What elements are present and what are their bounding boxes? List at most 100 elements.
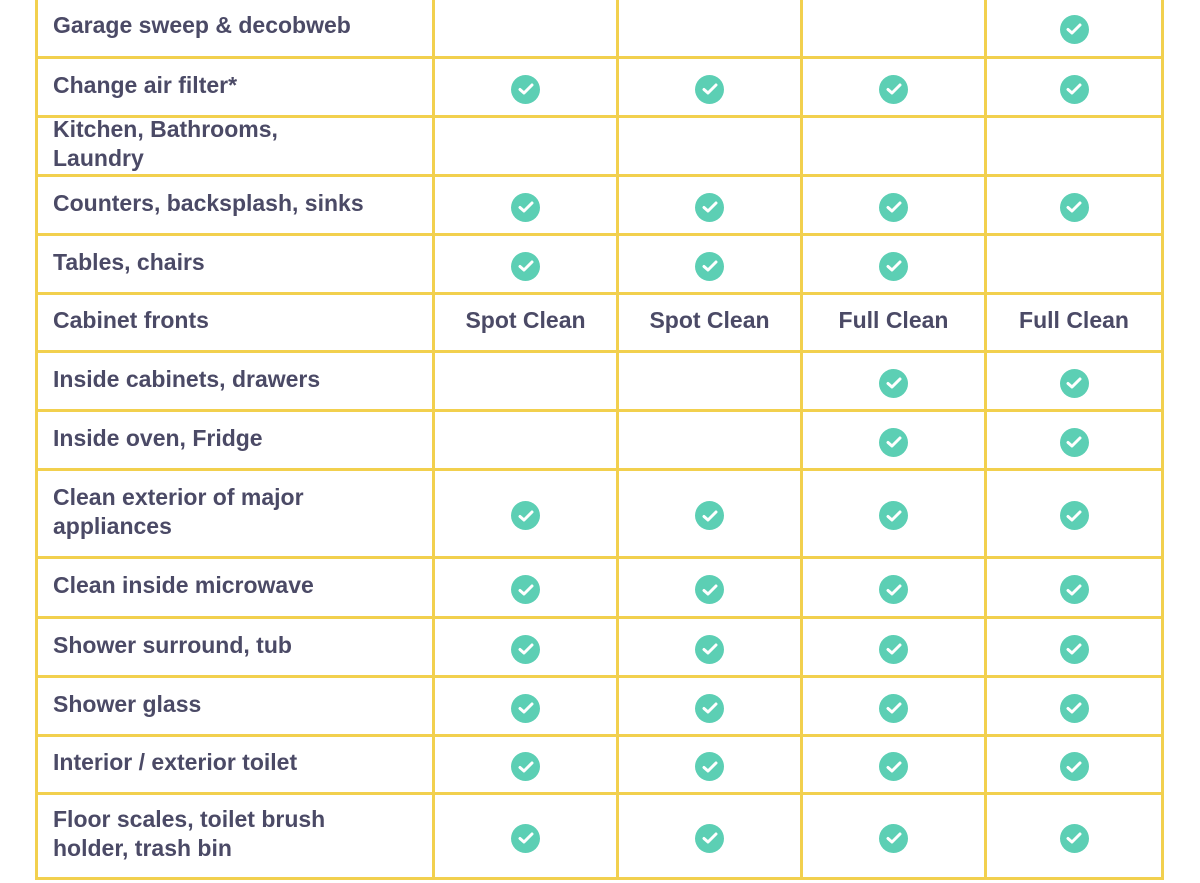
plan-cell: Spot Clean xyxy=(435,295,619,350)
plan-cell xyxy=(619,412,803,468)
task-label: Clean inside microwave xyxy=(38,559,435,616)
table-row: Clean inside microwave xyxy=(38,559,1161,619)
check-circle-icon xyxy=(695,192,724,222)
check-circle-icon xyxy=(1059,368,1089,398)
plan-cell xyxy=(619,177,803,233)
plan-cell xyxy=(619,118,803,174)
check-circle-icon xyxy=(1059,427,1089,457)
plan-cell xyxy=(987,471,1161,556)
check-circle-icon xyxy=(1059,634,1089,664)
plan-cell xyxy=(987,795,1161,877)
plan-cell xyxy=(987,353,1161,409)
plan-cell xyxy=(435,678,619,734)
table-row: Inside cabinets, drawers xyxy=(38,353,1161,412)
check-circle-icon xyxy=(1059,14,1089,44)
plan-cell xyxy=(987,678,1161,734)
plan-cell xyxy=(987,236,1161,292)
plan-cell xyxy=(435,412,619,468)
task-label: Counters, backsplash, sinks xyxy=(38,177,435,233)
check-circle-icon xyxy=(879,575,908,604)
plan-cell xyxy=(619,353,803,409)
check-circle-icon xyxy=(511,251,540,281)
plan-cell xyxy=(987,118,1161,174)
plan-cell xyxy=(435,177,619,233)
table-row: Interior / exterior toilet xyxy=(38,737,1161,795)
check-circle-icon xyxy=(879,823,908,853)
check-circle-icon xyxy=(879,74,908,104)
check-circle-icon xyxy=(1059,74,1089,104)
plan-cell xyxy=(803,471,987,556)
plan-cell xyxy=(435,559,619,616)
plan-cell xyxy=(987,177,1161,233)
plan-cell xyxy=(803,619,987,675)
plan-cell xyxy=(987,412,1161,468)
check-circle-icon xyxy=(879,693,908,723)
plan-cell xyxy=(803,678,987,734)
check-circle-icon xyxy=(695,251,724,281)
plan-cell xyxy=(619,59,803,115)
check-circle-icon xyxy=(1059,752,1089,781)
plan-cell xyxy=(803,559,987,616)
plan-cell xyxy=(619,619,803,675)
plan-cell xyxy=(435,471,619,556)
task-label: Shower glass xyxy=(38,678,435,734)
table-row: Garage sweep & decobweb xyxy=(38,0,1161,59)
table-row: Kitchen, Bathrooms, Laundry xyxy=(38,116,1161,177)
task-label: Cabinet fronts xyxy=(38,295,435,350)
check-circle-icon xyxy=(1059,575,1089,604)
check-circle-icon xyxy=(511,501,540,530)
plan-cell xyxy=(619,559,803,616)
check-circle-icon xyxy=(695,575,724,604)
plan-cell xyxy=(619,737,803,792)
plan-cell xyxy=(435,737,619,792)
plan-cell xyxy=(987,0,1161,56)
table-row: Floor scales, toilet brush holder, trash… xyxy=(38,795,1161,880)
plan-cell xyxy=(803,353,987,409)
plan-cell xyxy=(987,59,1161,115)
check-circle-icon xyxy=(695,634,724,664)
plan-cell xyxy=(435,619,619,675)
table-row: Cabinet fronts Spot Clean Spot Clean Full C… xyxy=(38,295,1161,353)
check-circle-icon xyxy=(1059,823,1089,853)
check-circle-icon xyxy=(511,752,540,781)
plan-cell xyxy=(619,795,803,877)
table-row: Inside oven, Fridge xyxy=(38,412,1161,471)
task-label: Garage sweep & decobweb xyxy=(38,0,435,56)
check-circle-icon xyxy=(511,575,540,604)
check-circle-icon xyxy=(511,823,540,853)
check-circle-icon xyxy=(695,693,724,723)
plan-cell xyxy=(435,118,619,174)
cleaning-checklist-table: Garage sweep & decobweb Change air filter… xyxy=(35,0,1164,880)
plan-cell xyxy=(435,59,619,115)
table-row: Counters, backsplash, sinks xyxy=(38,177,1161,236)
plan-cell xyxy=(987,619,1161,675)
check-circle-icon xyxy=(695,501,724,530)
table-row: Clean exterior of major appliances xyxy=(38,471,1161,559)
plan-cell xyxy=(803,737,987,792)
check-circle-icon xyxy=(1059,501,1089,530)
task-label: Inside oven, Fridge xyxy=(38,412,435,468)
check-circle-icon xyxy=(879,251,908,281)
plan-cell xyxy=(803,0,987,56)
plan-cell xyxy=(619,0,803,56)
task-label: Clean exterior of major appliances xyxy=(38,471,435,556)
plan-cell xyxy=(803,59,987,115)
plan-cell xyxy=(435,236,619,292)
task-label: Floor scales, toilet brush holder, trash… xyxy=(38,795,435,877)
task-label: Change air filter* xyxy=(38,59,435,115)
check-circle-icon xyxy=(879,634,908,664)
check-circle-icon xyxy=(879,501,908,530)
check-circle-icon xyxy=(1059,192,1089,222)
task-label: Tables, chairs xyxy=(38,236,435,292)
table-row: Tables, chairs xyxy=(38,236,1161,295)
plan-cell xyxy=(619,678,803,734)
check-circle-icon xyxy=(879,752,908,781)
check-circle-icon xyxy=(511,634,540,664)
task-label: Interior / exterior toilet xyxy=(38,737,435,792)
check-circle-icon xyxy=(511,693,540,723)
plan-cell xyxy=(619,471,803,556)
plan-cell xyxy=(619,236,803,292)
check-circle-icon xyxy=(695,823,724,853)
plan-cell xyxy=(803,412,987,468)
task-label: Kitchen, Bathrooms, Laundry xyxy=(38,116,435,174)
